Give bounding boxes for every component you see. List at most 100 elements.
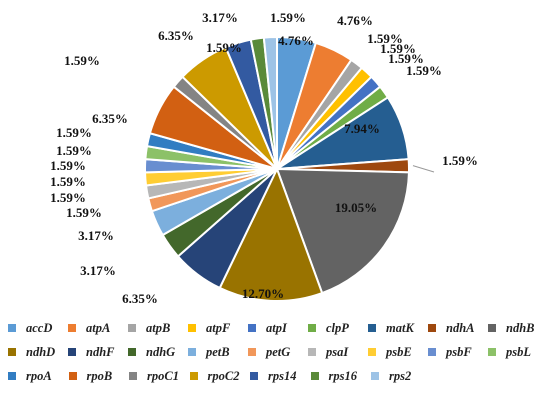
legend-swatch xyxy=(428,324,436,332)
legend-item-rps14: rps14 xyxy=(250,369,311,384)
legend-item-rpoA: rpoA xyxy=(8,369,69,384)
legend-label: rps2 xyxy=(389,368,412,383)
data-label-psaI: 1.59% xyxy=(50,190,86,205)
legend-item-petB: petB xyxy=(188,345,248,360)
data-label-petB: 3.17% xyxy=(78,228,114,243)
pie-slice-ndhB xyxy=(275,167,410,295)
legend-row: rpoA rpoB rpoC1 rpoC2 rps14 rps16 rps2 xyxy=(8,364,548,388)
leader-line-ndhA xyxy=(412,165,435,173)
data-label-rps2: 1.59% xyxy=(270,10,306,25)
legend-swatch xyxy=(308,348,316,356)
legend-label: rpoB xyxy=(86,368,113,383)
legend-label: ndhG xyxy=(146,344,176,359)
data-label-clpP: 1.59% xyxy=(406,63,442,78)
legend-swatch xyxy=(128,348,136,356)
pie-chart: 4.76%4.76%1.59%1.59%1.59%1.59%7.94%1.59%… xyxy=(50,10,478,306)
legend-row: ndhD ndhF ndhG petB petG psaI psbE psbF psbL xyxy=(8,340,548,364)
legend-label: psbF xyxy=(446,344,472,359)
legend-label: matK xyxy=(386,320,414,335)
data-label-atpA: 4.76% xyxy=(337,13,373,28)
data-label-ndhG: 3.17% xyxy=(80,263,116,278)
legend-swatch xyxy=(188,348,196,356)
legend-item-ndhB: ndhB xyxy=(488,321,548,336)
legend-swatch xyxy=(128,324,136,332)
data-label-rpoA: 1.59% xyxy=(56,125,92,140)
legend-swatch xyxy=(250,372,258,380)
data-labels: 4.76%4.76%1.59%1.59%1.59%1.59%7.94%1.59%… xyxy=(50,10,478,306)
legend-swatch xyxy=(8,324,16,332)
data-label-rps16: 1.59% xyxy=(206,40,242,55)
legend-item-ndhG: ndhG xyxy=(128,345,188,360)
legend-swatch xyxy=(68,324,76,332)
data-label-rpoC1: 1.59% xyxy=(64,53,100,68)
data-label-atpB: 1.59% xyxy=(367,31,403,46)
pie-slice-ndhD xyxy=(218,166,324,302)
legend-item-clpP: clpP xyxy=(308,321,368,336)
legend-swatch xyxy=(488,348,496,356)
legend-label: psbL xyxy=(506,344,531,359)
legend-label: petG xyxy=(266,344,291,359)
data-label-rps14: 3.17% xyxy=(202,10,238,25)
legend-label: ndhF xyxy=(86,344,115,359)
legend-label: ndhB xyxy=(506,320,535,335)
legend-label: psbE xyxy=(386,344,412,359)
data-label-psbL: 1.59% xyxy=(56,143,92,158)
legend-label: atpF xyxy=(206,320,231,335)
legend-label: atpI xyxy=(266,320,287,335)
legend-label: atpB xyxy=(146,320,171,335)
legend-swatch xyxy=(488,324,496,332)
legend-item-psbL: psbL xyxy=(488,345,548,360)
legend-label: clpP xyxy=(326,320,349,335)
data-label-ndhF: 6.35% xyxy=(122,291,158,306)
legend-item-psbF: psbF xyxy=(428,345,488,360)
legend-item-psaI: psaI xyxy=(308,345,368,360)
legend-item-rps16: rps16 xyxy=(310,369,372,384)
legend-swatch xyxy=(368,348,376,356)
legend-label: ndhD xyxy=(26,344,56,359)
legend-label: rpoC1 xyxy=(147,368,179,383)
legend-swatch xyxy=(368,324,376,332)
pie-slices xyxy=(143,35,411,302)
legend-label: petB xyxy=(206,344,230,359)
legend-item-rpoC1: rpoC1 xyxy=(129,369,190,384)
legend-item-accD: accD xyxy=(8,321,68,336)
legend-label: accD xyxy=(26,320,53,335)
legend: accD atpA atpB atpF atpI clpP matK ndhA ndhB ndhD… xyxy=(8,316,548,388)
legend-item-rpoB: rpoB xyxy=(68,368,130,384)
legend-label: rpoA xyxy=(26,368,52,383)
legend-label: ndhA xyxy=(446,320,475,335)
data-label-psbE: 1.59% xyxy=(50,174,86,189)
data-label-atpF: 1.59% xyxy=(380,41,416,56)
legend-item-rpoC2: rpoC2 xyxy=(189,368,251,384)
legend-swatch xyxy=(8,348,16,356)
legend-swatch xyxy=(129,372,137,380)
legend-label: psaI xyxy=(326,344,349,359)
legend-item-ndhA: ndhA xyxy=(428,321,488,336)
legend-swatch xyxy=(68,348,76,356)
data-label-rpoB: 6.35% xyxy=(92,111,128,126)
legend-swatch xyxy=(371,372,379,380)
legend-label: rps14 xyxy=(268,368,297,383)
data-label-atpI: 1.59% xyxy=(388,51,424,66)
data-label-psbF: 1.59% xyxy=(50,158,86,173)
leader-lines xyxy=(412,165,435,173)
data-label-ndhA: 1.59% xyxy=(442,153,478,168)
data-label-ndhD: 12.70% xyxy=(242,286,284,301)
data-label-petG: 1.59% xyxy=(66,205,102,220)
legend-label: rpoC2 xyxy=(207,368,240,383)
data-label-matK: 7.94% xyxy=(344,121,380,136)
legend-label: atpA xyxy=(86,320,111,335)
legend-swatch xyxy=(428,348,436,356)
legend-swatch xyxy=(308,324,316,332)
legend-item-ndhF: ndhF xyxy=(68,345,128,360)
legend-swatch xyxy=(8,372,16,380)
legend-item-ndhD: ndhD xyxy=(8,345,68,360)
data-label-accD: 4.76% xyxy=(278,33,314,48)
legend-item-atpA: atpA xyxy=(68,321,128,336)
legend-swatch xyxy=(68,372,77,380)
data-label-ndhB: 19.05% xyxy=(335,200,377,215)
pie-slice-rps2 xyxy=(262,35,278,170)
legend-item-atpB: atpB xyxy=(128,321,188,336)
legend-swatch xyxy=(310,372,319,380)
legend-item-atpF: atpF xyxy=(188,321,248,336)
